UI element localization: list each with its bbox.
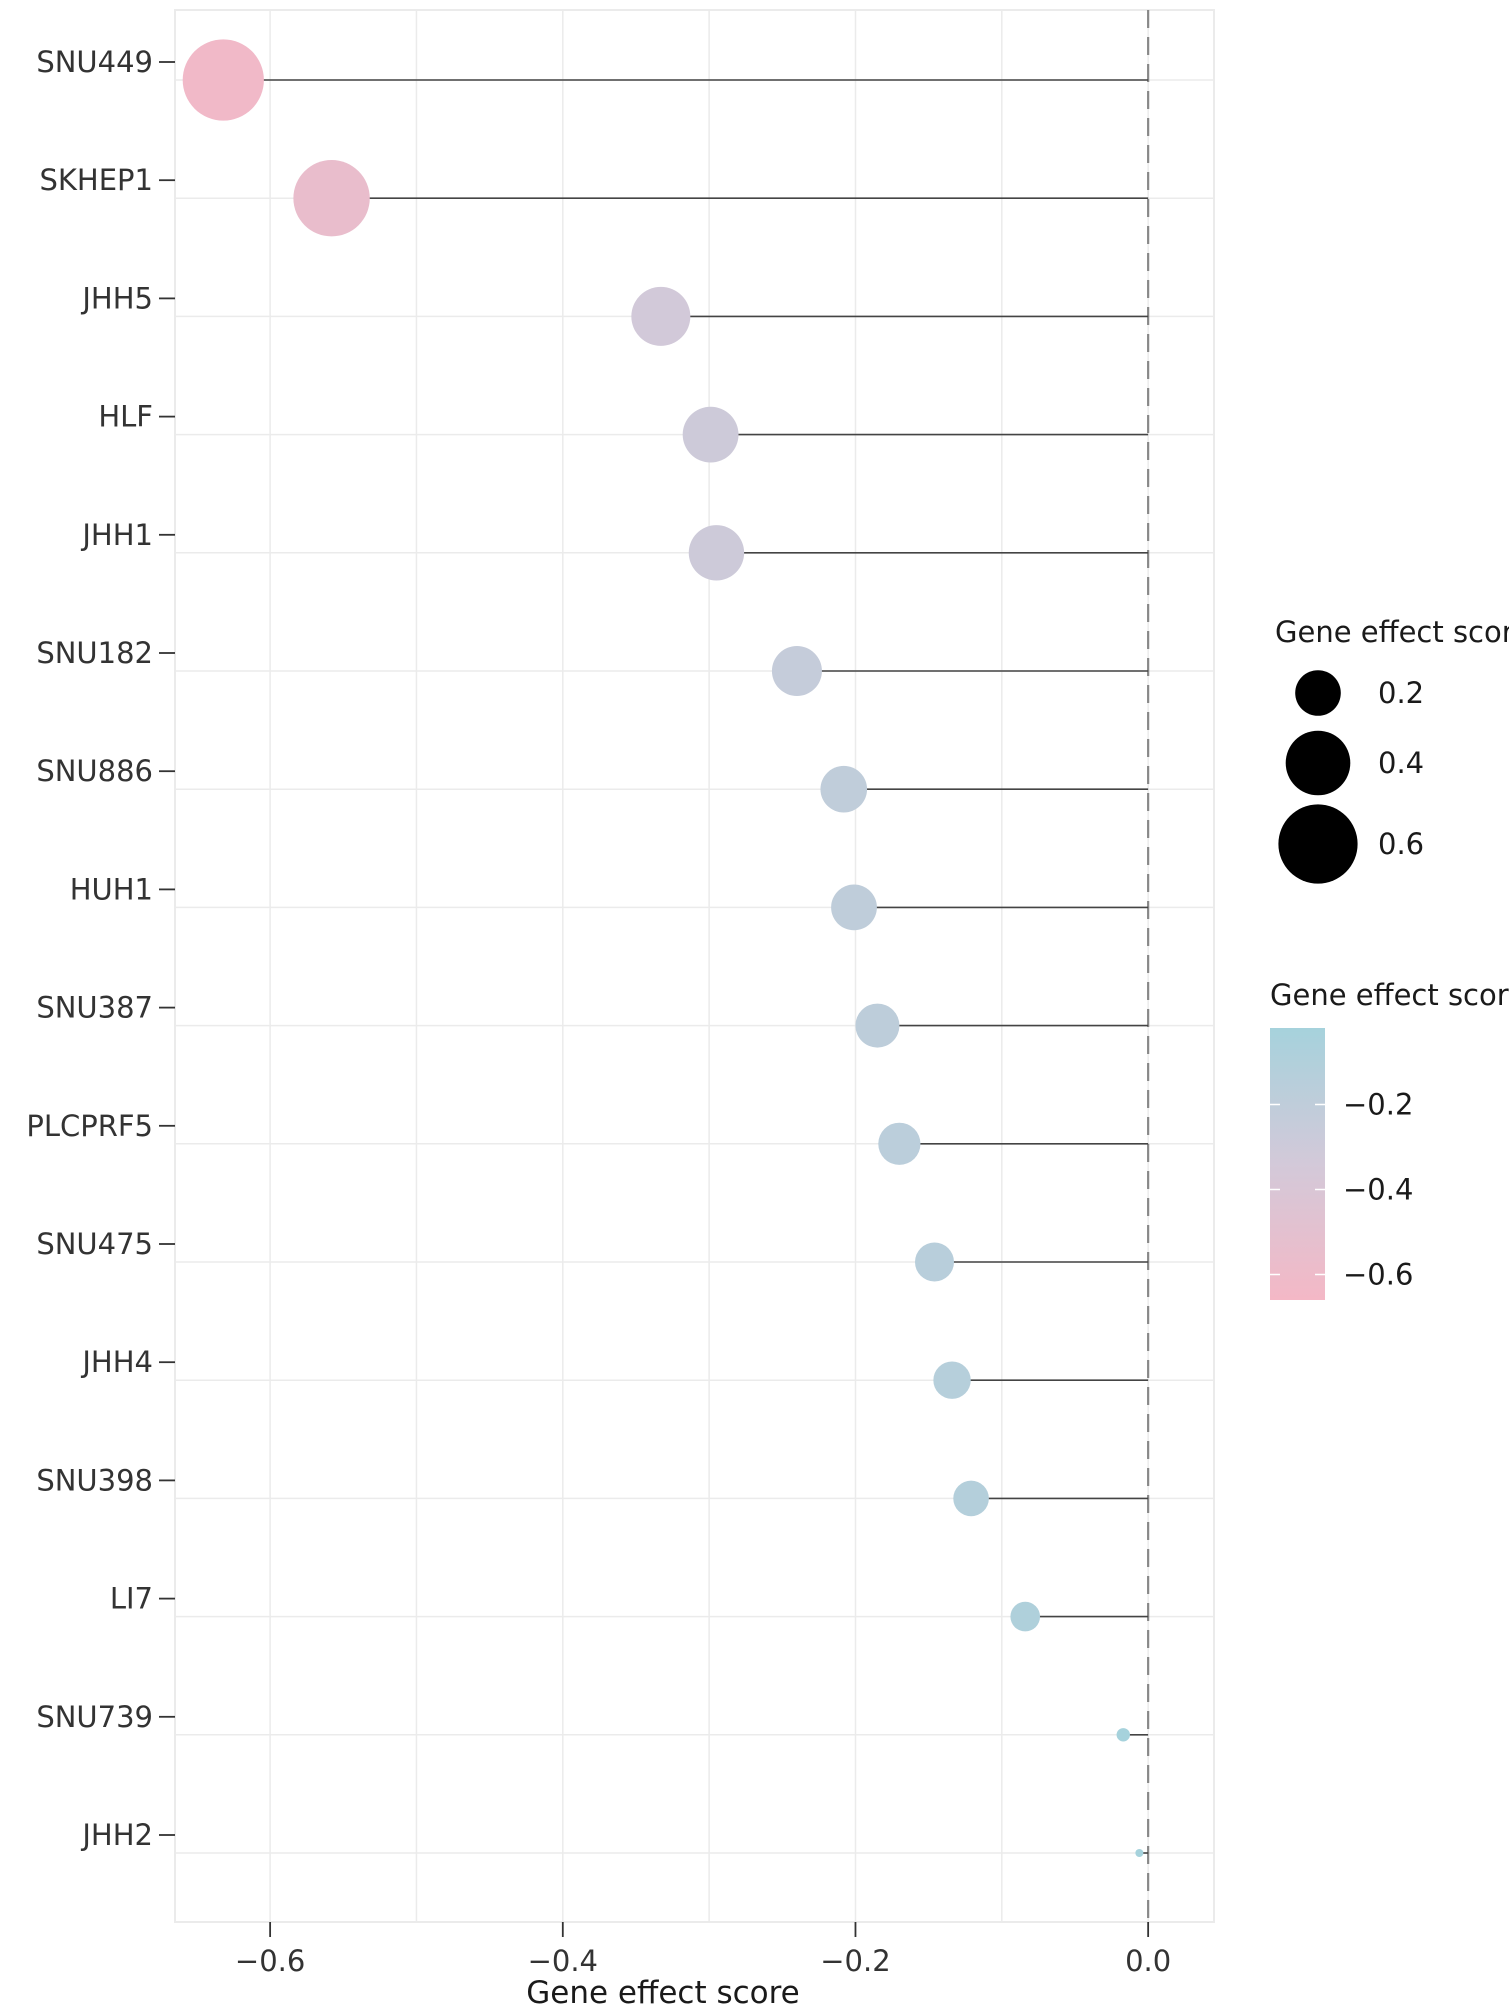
point-snu886 [820, 765, 868, 813]
y-tick-label-jhh5: JHH5 [80, 281, 153, 315]
size-legend-label: 0.6 [1378, 827, 1424, 861]
x-tick-label: −0.4 [528, 1944, 598, 1978]
point-jhh2 [1135, 1849, 1144, 1857]
color-legend-label: −0.4 [1343, 1173, 1413, 1207]
y-tick-label-jhh2: JHH2 [80, 1818, 153, 1852]
y-tick-label-plcprf5: PLCPRF5 [26, 1109, 153, 1143]
x-tick-label: −0.6 [235, 1944, 305, 1978]
point-plcprf5 [878, 1122, 921, 1165]
point-li7 [1010, 1601, 1041, 1632]
y-tick-label-snu475: SNU475 [36, 1227, 153, 1261]
point-snu739 [1116, 1728, 1130, 1742]
point-hlf [682, 406, 739, 463]
point-snu449 [182, 39, 264, 121]
size-legend-label: 0.2 [1378, 676, 1424, 710]
color-legend-title: Gene effect score [1270, 978, 1509, 1012]
y-tick-label-snu886: SNU886 [36, 754, 153, 788]
legend-layer: Gene effect score 0.2 0.4 0.6 Gene effect sc… [1270, 615, 1509, 1300]
y-tick-label-snu387: SNU387 [36, 991, 153, 1025]
y-tick-label-huh1: HUH1 [70, 872, 153, 906]
size-legend-label: 0.4 [1378, 746, 1424, 780]
stem-layer [223, 10, 1150, 1922]
plot-panel [174, 9, 1215, 1923]
x-axis-title: Gene effect score [526, 1975, 800, 2011]
color-legend-label: −0.2 [1343, 1088, 1413, 1122]
y-tick-label-li7: LI7 [110, 1582, 153, 1616]
size-legend-key [1278, 804, 1358, 884]
y-tick-label-skhep1: SKHEP1 [40, 163, 154, 197]
point-layer [182, 39, 1144, 1857]
point-snu387 [855, 1003, 900, 1048]
x-tick-label: 0.0 [1125, 1944, 1171, 1978]
point-jhh5 [631, 286, 691, 346]
point-jhh4 [933, 1361, 971, 1399]
point-snu182 [771, 646, 822, 696]
y-tick-label-snu739: SNU739 [36, 1700, 153, 1734]
point-jhh1 [688, 525, 745, 581]
y-tick-label-snu182: SNU182 [36, 636, 153, 670]
size-legend-key [1295, 670, 1341, 716]
color-legend-label: −0.6 [1343, 1258, 1413, 1292]
point-huh1 [831, 884, 877, 931]
size-legend-key [1285, 730, 1351, 796]
y-tick-label-snu398: SNU398 [36, 1463, 153, 1497]
y-tick-label-snu449: SNU449 [36, 45, 153, 79]
point-skhep1 [293, 160, 370, 237]
axis-layer: SNU449 SKHEP1 JHH5 HLF JHH1 SNU182 SNU886 HUH1 S… [26, 45, 1171, 1978]
size-legend-title: Gene effect score [1275, 615, 1509, 649]
y-tick-label-jhh1: JHH1 [80, 518, 153, 552]
y-tick-label-hlf: HLF [98, 400, 153, 434]
x-tick-label: −0.2 [820, 1944, 890, 1978]
y-tick-label-jhh4: JHH4 [80, 1345, 153, 1379]
color-legend-bar [1270, 1028, 1325, 1300]
point-snu398 [953, 1480, 989, 1517]
point-snu475 [914, 1242, 954, 1282]
grid-layer [174, 9, 1215, 1923]
